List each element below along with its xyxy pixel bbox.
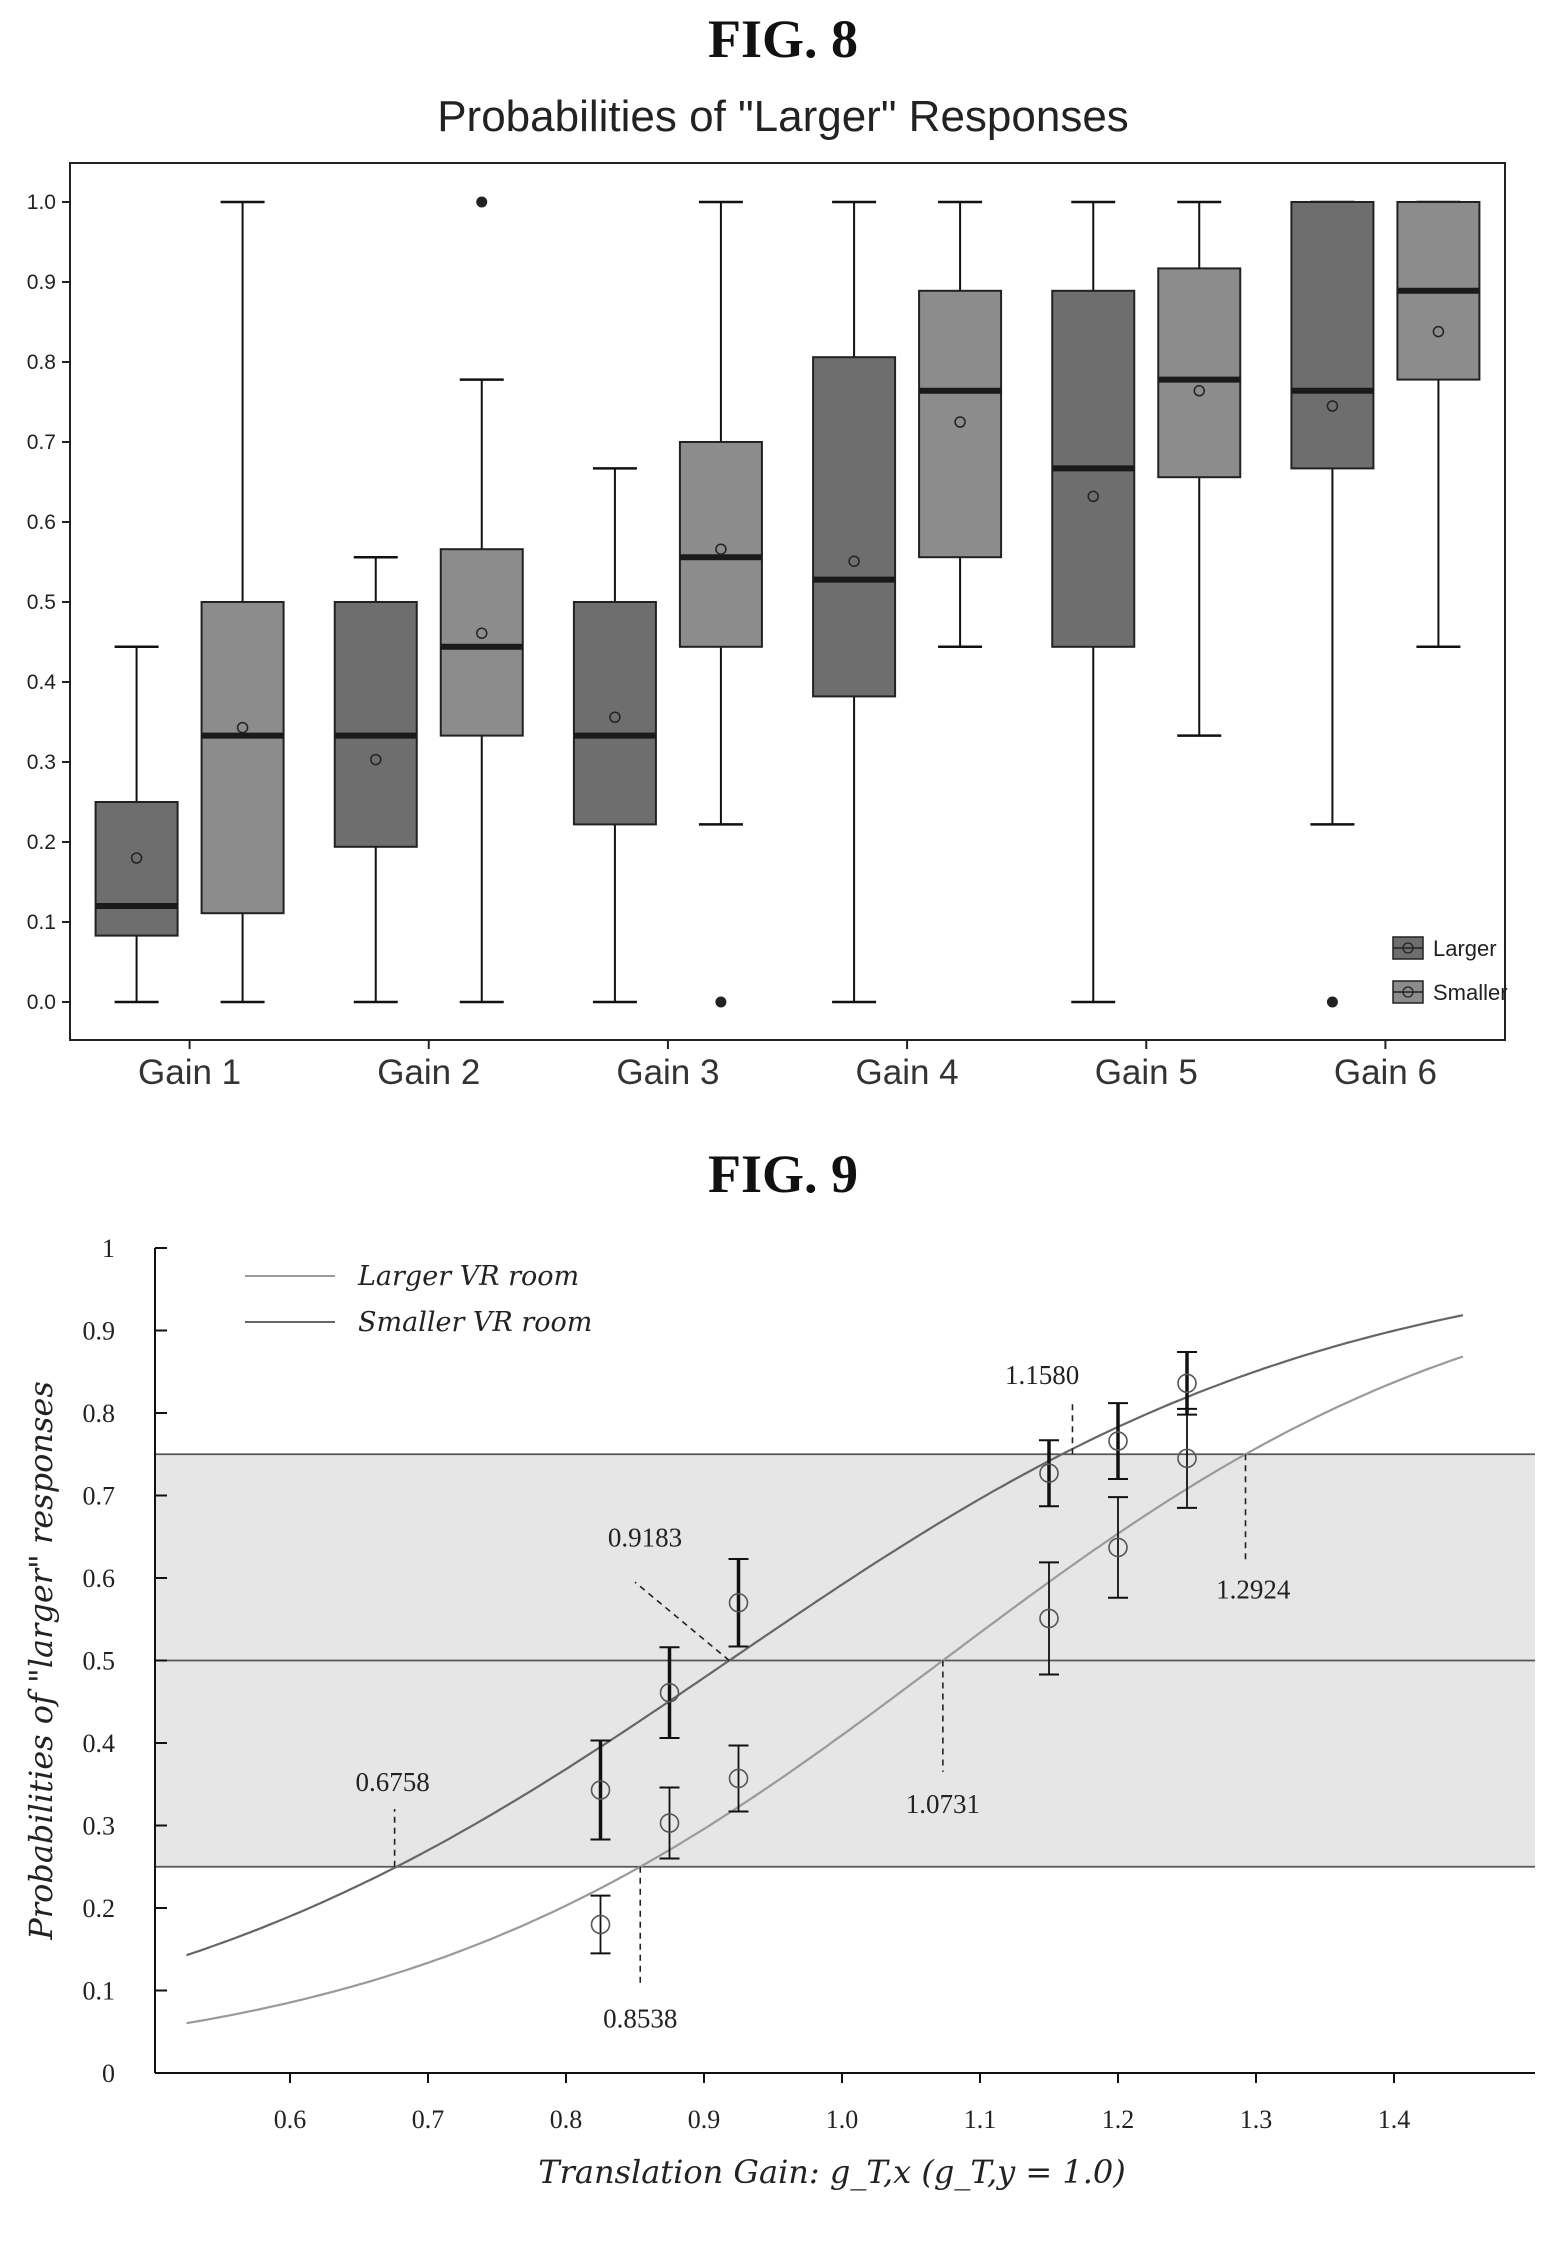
box-larger (1290, 201, 1375, 470)
fig9-legend-label: Larger VR room (357, 1261, 579, 1292)
fig9-data-point (659, 1813, 680, 1833)
fig9-ytick-label: 0.7 (83, 1482, 116, 1511)
box-mean-marker (370, 753, 382, 766)
box-larger (572, 601, 657, 826)
box-mean-marker (1326, 400, 1339, 412)
fig9-xtick-label: 0.8 (550, 2105, 583, 2134)
fig9-curve-larger (186, 1355, 1464, 2025)
fig9-xtick-label: 1.4 (1378, 2105, 1411, 2134)
fig8-chart-title: Probabilities of "Larger" Responses (437, 92, 1129, 141)
fig9-ytick-label: 0.1 (83, 1977, 116, 2006)
fig9-data-point (1039, 1608, 1059, 1629)
fig8-ytick-label: 0.5 (27, 591, 56, 614)
fig9-y-axis-label: Probabilities of "larger" responses (22, 1381, 60, 1940)
fig9-xtick-label: 1.3 (1240, 2105, 1273, 2134)
fig8-legend-label: Larger (1433, 936, 1497, 961)
fig8-ytick-label: 0.6 (27, 511, 56, 534)
fig9-threshold-label: 1.0731 (906, 1789, 980, 1819)
box-larger (812, 356, 897, 698)
box-mean-marker (715, 543, 727, 555)
fig9-ytick-label: 0.5 (83, 1647, 116, 1676)
box-mean-marker (1432, 325, 1445, 338)
fig9-data-point (1108, 1537, 1128, 1558)
fig9-xtick-label: 1.2 (1102, 2105, 1135, 2134)
fig9-xtick-label: 0.9 (688, 2105, 721, 2134)
box-outlier-point (715, 996, 727, 1008)
fig9-ytick-label: 0.4 (83, 1729, 116, 1758)
fig8-category-label: Gain 3 (616, 1053, 719, 1092)
fig8-category-label: Gain 1 (138, 1053, 241, 1092)
box-smaller (439, 548, 524, 737)
fig9-label: FIG. 9 (707, 1144, 858, 1204)
box-mean-marker (1087, 490, 1099, 503)
box-mean-marker (1193, 385, 1205, 397)
fig9-data-point (590, 1780, 611, 1800)
box-mean-marker (848, 555, 860, 567)
fig9-xtick-label: 0.7 (412, 2105, 445, 2134)
fig9-threshold-marker (634, 1581, 730, 1662)
fig9-xtick-label: 0.6 (274, 2105, 307, 2134)
fig9-threshold-label: 0.9183 (608, 1523, 682, 1553)
fig8-ytick-label: 0.2 (27, 831, 56, 854)
fig9-threshold-label: 0.8538 (603, 2004, 677, 2034)
fig8-ytick-label: 0.1 (27, 911, 56, 934)
fig9-data-point (728, 1592, 749, 1613)
fig8-category-label: Gain 5 (1095, 1053, 1198, 1092)
fig9-ytick-label: 0.3 (83, 1812, 116, 1841)
fig9-threshold-label: 0.6758 (355, 1767, 429, 1797)
fig8-ytick-label: 0.4 (27, 671, 57, 694)
fig9-data-point (659, 1682, 680, 1703)
box-mean-marker (609, 711, 621, 723)
box-mean-marker (476, 627, 488, 639)
fig9-data-point (1039, 1463, 1059, 1484)
fig9-x-axis-label: Translation Gain: g_T,x (g_T,y = 1.0) (538, 2153, 1126, 2191)
fig8-ytick-label: 0.0 (27, 991, 56, 1014)
fig9-threshold-label: 1.2924 (1216, 1575, 1291, 1605)
fig9-ytick-label: 1 (102, 1234, 115, 1263)
fig8-category-label: Gain 6 (1334, 1053, 1437, 1092)
fig8-ytick-label: 1.0 (27, 191, 56, 214)
box-smaller (1157, 267, 1242, 479)
fig9-legend-label: Smaller VR room (358, 1307, 592, 1338)
fig9-ytick-label: 0.8 (83, 1399, 116, 1428)
box-larger (94, 801, 179, 937)
fig9-ytick-label: 0.6 (83, 1564, 116, 1593)
fig9-data-point (1108, 1431, 1128, 1451)
fig9-ytick-label: 0.2 (83, 1894, 116, 1923)
fig8-category-label: Gain 4 (856, 1053, 959, 1092)
box-smaller (918, 289, 1003, 559)
box-mean-marker (954, 416, 966, 428)
box-mean-marker (130, 852, 143, 864)
fig9-data-point (1177, 1373, 1197, 1394)
box-larger (333, 601, 418, 848)
fig9-data-point (1177, 1448, 1197, 1469)
fig9-data-point (728, 1768, 749, 1789)
fig8-boxplot-chart: 0.0 0.1 0.2 0.3 0.4 0.5 0.6 0.7 0.8 0.9 1.0 Gain 1 G… (27, 162, 1508, 1092)
fig8-category-label: Gain 2 (377, 1053, 480, 1092)
fig9-data-point (590, 1914, 611, 1935)
fig8-ytick-label: 0.9 (27, 271, 56, 294)
fig9-psychometric-chart: 0 0.1 0.2 0.3 0.4 0.5 0.6 0.7 0.8 0.9 1 0.6 0.7 0.8 0.… (22, 1234, 1535, 2191)
fig8-ytick-label: 0.8 (27, 351, 56, 374)
fig8-plot-frame (69, 162, 1506, 1041)
fig8-legend-label: Smaller (1433, 980, 1508, 1005)
fig9-xtick-label: 1.1 (964, 2105, 997, 2134)
fig9-ytick-label: 0 (102, 2059, 115, 2088)
fig8-legend-mean-marker (1402, 986, 1414, 998)
fig9-xtick-label: 1.0 (826, 2105, 859, 2134)
fig9-curve-smaller (186, 1314, 1464, 1957)
box-outlier-point (1326, 996, 1338, 1008)
fig9-ytick-label: 0.9 (83, 1317, 116, 1346)
box-smaller (200, 601, 285, 915)
fig8-label: FIG. 8 (707, 9, 858, 69)
fig8-ytick-label: 0.7 (27, 431, 56, 454)
fig9-threshold-label: 1.1580 (1005, 1360, 1079, 1390)
fig8-legend-mean-marker (1402, 942, 1414, 954)
fig8-ytick-label: 0.3 (27, 751, 56, 774)
box-outlier-point (476, 196, 488, 208)
box-mean-marker (236, 721, 249, 734)
